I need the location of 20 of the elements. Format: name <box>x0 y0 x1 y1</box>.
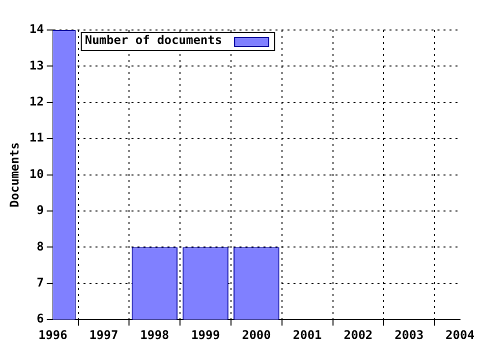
y-tick-label: 6 <box>36 312 44 326</box>
x-tick-label: 1998 <box>140 328 170 342</box>
x-tick-label: 1997 <box>89 328 118 342</box>
x-tick-label: 1999 <box>191 328 220 342</box>
y-tick-label: 9 <box>36 203 44 218</box>
x-tick-label: 2001 <box>292 328 322 342</box>
x-tick-label: 2002 <box>344 328 373 342</box>
x-tick-label: 2000 <box>242 328 271 342</box>
y-tick-label: 13 <box>29 58 44 72</box>
legend-label: Number of documents <box>84 33 222 48</box>
y-tick-label: 10 <box>29 166 44 181</box>
x-tick-label: 2003 <box>394 328 424 342</box>
y-axis-title: Documents <box>7 142 22 208</box>
y-tick-label: 11 <box>29 130 44 145</box>
y-tick-label: 8 <box>36 239 44 254</box>
y-tick-label: 14 <box>29 22 44 36</box>
y-tick-label: 12 <box>29 94 44 109</box>
x-tick-label: 1996 <box>38 328 68 342</box>
y-tick-label: 7 <box>36 276 44 290</box>
x-tick-label: 2004 <box>446 328 474 342</box>
